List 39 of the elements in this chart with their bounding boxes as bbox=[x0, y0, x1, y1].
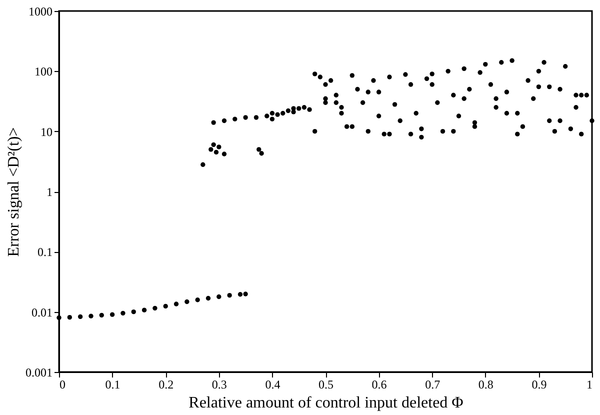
point bbox=[174, 302, 179, 306]
point bbox=[99, 312, 104, 318]
point bbox=[238, 292, 243, 297]
x-tick-label: 0.9 bbox=[532, 378, 547, 392]
x-tick-label: 0.7 bbox=[425, 378, 440, 392]
point bbox=[131, 309, 136, 314]
point bbox=[56, 315, 62, 320]
x-tick-label: 0 bbox=[60, 378, 66, 392]
x-tick-label: 0.3 bbox=[212, 378, 227, 392]
point bbox=[195, 298, 200, 302]
x-tick-label: 0.1 bbox=[105, 378, 120, 392]
x-tick-label: 0.2 bbox=[158, 378, 174, 392]
point bbox=[142, 308, 147, 312]
point bbox=[206, 296, 211, 301]
x-tick-label: 0.8 bbox=[478, 378, 494, 392]
point bbox=[110, 312, 115, 317]
x-tick-label: 1 bbox=[586, 378, 592, 392]
y-tick-label: 100 bbox=[34, 64, 52, 79]
point bbox=[78, 314, 83, 320]
y-tick-label: 10 bbox=[40, 124, 52, 139]
y-axis-title: Error signal <D²(t)> bbox=[6, 127, 22, 257]
y-tick-label: 0.1 bbox=[38, 245, 52, 260]
y-tick-label: 1 bbox=[46, 185, 52, 199]
y-tick-label: 0.001 bbox=[26, 366, 52, 380]
point bbox=[216, 294, 222, 300]
x-tick-label: 0.5 bbox=[318, 378, 334, 392]
point bbox=[163, 304, 168, 309]
x-tick-label: 0.6 bbox=[372, 378, 387, 392]
point bbox=[243, 292, 248, 296]
y-tick-label: 1000 bbox=[28, 4, 52, 18]
point bbox=[120, 310, 126, 316]
point bbox=[67, 315, 72, 320]
point bbox=[227, 293, 232, 298]
x-tick-label: 0.4 bbox=[265, 378, 280, 392]
x-axis-title: Relative amount of control input deleted Φ bbox=[188, 394, 464, 412]
point bbox=[152, 306, 158, 311]
point bbox=[184, 299, 190, 304]
y-tick-label: 0.01 bbox=[32, 305, 52, 320]
point bbox=[88, 314, 94, 318]
